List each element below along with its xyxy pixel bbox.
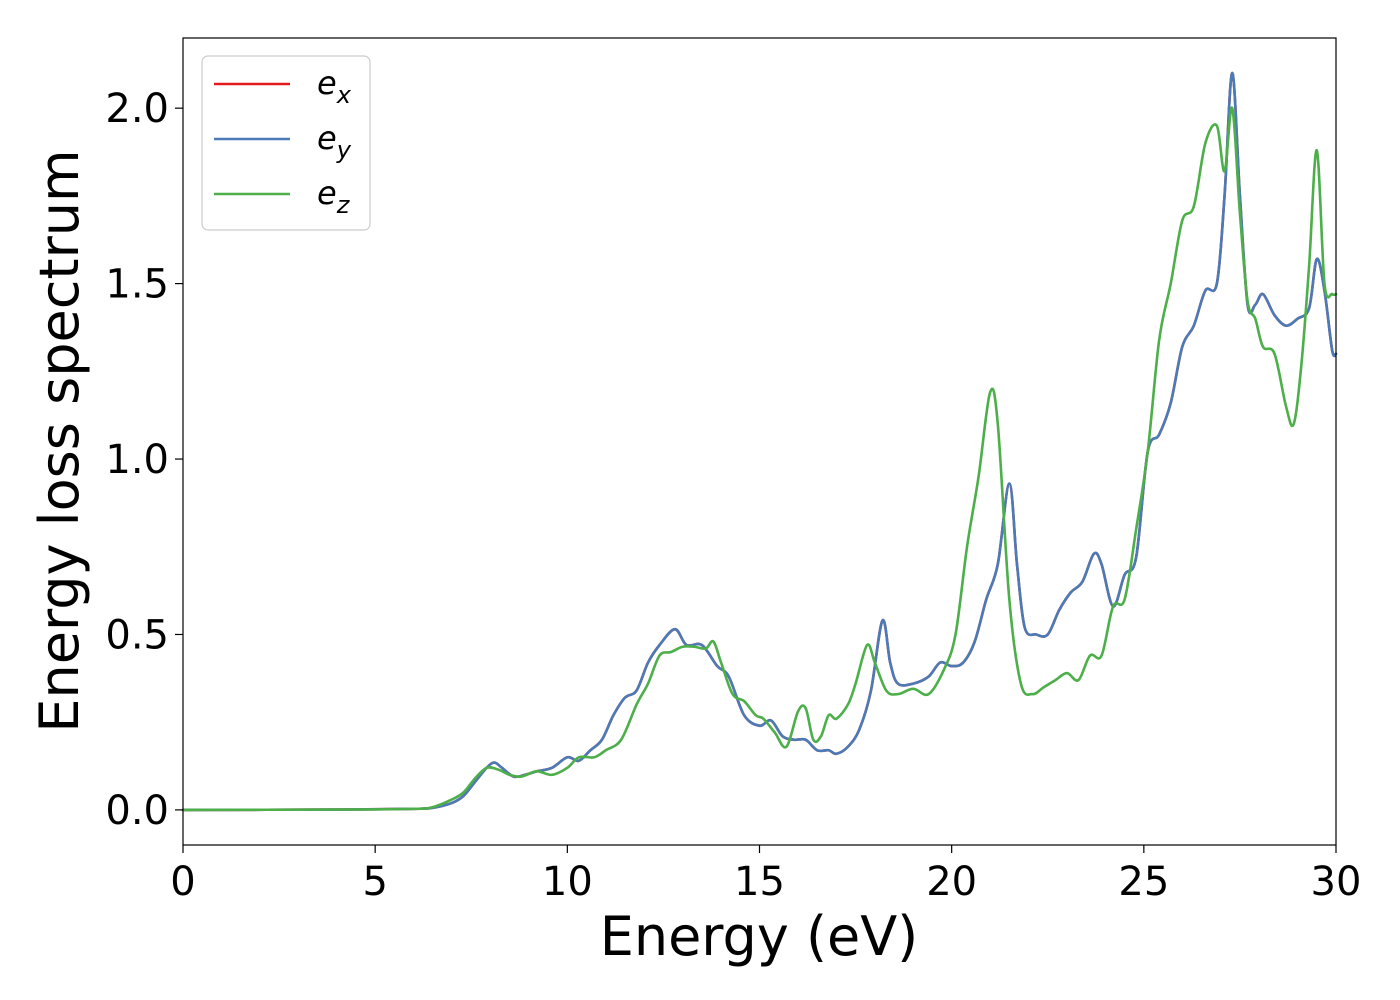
x-tick-label: 10	[542, 859, 593, 905]
plot-frame	[182, 37, 1337, 846]
series-layer	[181, 71, 1338, 812]
y-tick-label: 2.0	[105, 86, 169, 132]
legend-entries: ex ey ez	[214, 64, 352, 219]
x-axis-label: Energy (eV)	[600, 905, 919, 968]
legend-label-ey: ey	[317, 119, 352, 164]
y-axis-label: Energy loss spectrum	[28, 149, 91, 732]
x-tick-label: 5	[362, 859, 387, 905]
series-line-ey	[181, 71, 1338, 812]
legend-label-ez: ez	[317, 174, 351, 219]
x-tick-label: 20	[926, 859, 977, 905]
legend: ex ey ez	[201, 55, 371, 231]
y-tick-label: 0.5	[105, 612, 169, 658]
y-tick-label: 1.5	[105, 262, 169, 308]
legend-label-ex: ex	[317, 64, 352, 109]
series-line-ez	[181, 106, 1338, 812]
y-tick-label: 0.0	[105, 788, 169, 834]
x-ticks: 0 5 10 15 20 25 30	[170, 845, 1361, 905]
y-ticks: 0.0 0.5 1.0 1.5 2.0	[105, 86, 183, 834]
x-tick-label: 30	[1311, 859, 1362, 905]
plot-area	[183, 38, 1336, 845]
x-tick-label: 15	[734, 859, 785, 905]
x-tick-label: 25	[1118, 859, 1169, 905]
legend-box	[201, 55, 371, 231]
x-tick-label: 0	[170, 859, 195, 905]
y-tick-label: 1.0	[105, 437, 169, 483]
